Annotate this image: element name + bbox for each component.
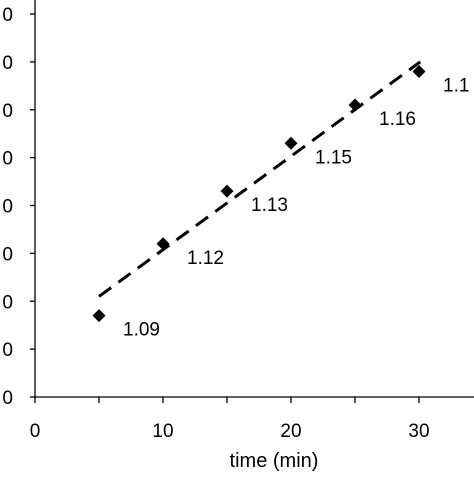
- y-tick-label: 0: [2, 244, 13, 265]
- y-tick-label: 0: [2, 53, 13, 74]
- data-point-diamond: [156, 237, 170, 251]
- trendline: [98, 60, 422, 298]
- y-tick-label: 0: [2, 101, 13, 122]
- trendline-dashed: [98, 60, 422, 298]
- x-tick-label: 20: [280, 421, 301, 442]
- data-label: 1.16: [379, 109, 416, 130]
- data-point-diamond: [284, 136, 298, 150]
- x-axis-title: time (min): [230, 450, 319, 472]
- data-label: 1.12: [187, 248, 224, 269]
- x-tick-label: 10: [152, 421, 173, 442]
- data-label: 1.09: [123, 320, 160, 341]
- y-tick-label: 0: [2, 5, 13, 26]
- x-tick-label: 0: [30, 421, 41, 442]
- y-tick-label: 0: [2, 292, 13, 313]
- data-points: [92, 64, 426, 323]
- data-label: 1.15: [315, 147, 352, 168]
- y-tick-label: 0: [2, 149, 13, 170]
- data-point-diamond: [412, 64, 426, 78]
- x-tick-label: 30: [408, 421, 429, 442]
- axes: [34, 0, 474, 398]
- y-tick-label: 0: [2, 197, 13, 218]
- data-labels: 1.09 1.12 1.13 1.15 1.16 1.1: [123, 75, 469, 340]
- data-point-diamond: [92, 309, 106, 323]
- data-point-diamond: [348, 98, 362, 112]
- y-tick-label: 0: [2, 340, 13, 361]
- data-label: 1.13: [251, 195, 288, 216]
- data-label: 1.1: [443, 75, 469, 96]
- data-point-diamond: [220, 184, 234, 198]
- y-tick-label: 0: [2, 388, 13, 409]
